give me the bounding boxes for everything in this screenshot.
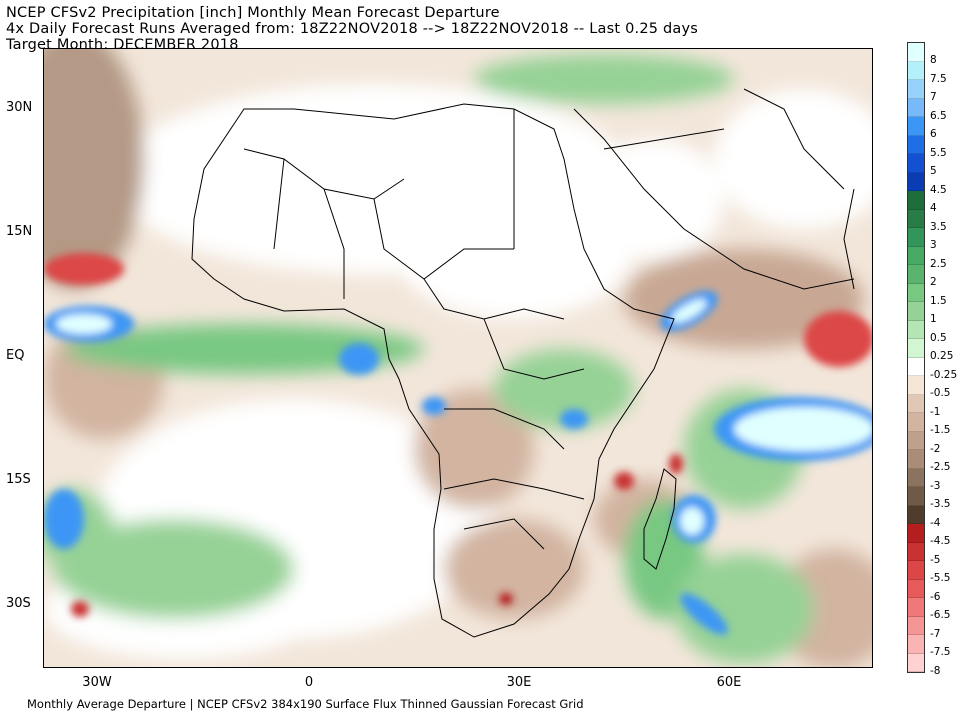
colorbar-cell	[908, 524, 924, 543]
colorbar	[907, 42, 925, 673]
colorbar-cell	[908, 246, 924, 265]
colorbar-label: 5.5	[930, 146, 947, 159]
colorbar-label: -7	[930, 627, 941, 640]
colorbar-label: -2.5	[930, 461, 951, 473]
colorbar-cell	[908, 598, 924, 617]
lon-label-30w: 30W	[82, 675, 112, 690]
colorbar-cell	[908, 394, 924, 413]
colorbar-label: 2.5	[930, 257, 947, 270]
colorbar-label: 4	[930, 202, 937, 214]
lat-label-15s: 15S	[6, 472, 31, 487]
colorbar-cell	[908, 209, 924, 228]
lat-label-15n: 15N	[6, 224, 33, 239]
colorbar-cell	[908, 98, 924, 117]
colorbar-cell	[908, 302, 924, 321]
colorbar-label: 4.5	[930, 183, 947, 196]
colorbar-cell	[908, 172, 924, 191]
departure-field-broad	[44, 49, 872, 667]
colorbar-cell	[908, 487, 924, 506]
colorbar-cell	[908, 616, 924, 635]
colorbar-label: -1.5	[930, 424, 951, 436]
departure-field-extremes	[44, 253, 872, 635]
colorbar-cell	[908, 468, 924, 487]
colorbar-cell	[908, 542, 924, 561]
colorbar-cell	[908, 339, 924, 358]
colorbar-label: -3	[930, 479, 941, 492]
colorbar-label: -1	[930, 405, 941, 418]
colorbar-cell	[908, 283, 924, 302]
lon-label-30e: 30E	[506, 675, 532, 690]
lon-label-60e: 60E	[716, 675, 742, 690]
colorbar-label: -6	[930, 590, 941, 603]
colorbar-label: 1	[930, 313, 937, 325]
colorbar-cell	[908, 135, 924, 154]
colorbar-cell	[908, 505, 924, 524]
colorbar-cell	[908, 80, 924, 99]
colorbar-cell	[908, 653, 924, 672]
colorbar-label: -3.5	[930, 498, 951, 510]
colorbar-cell	[908, 357, 924, 376]
colorbar-cell	[908, 265, 924, 284]
colorbar-cell	[908, 635, 924, 654]
colorbar-label: -0.25	[930, 368, 958, 381]
colorbar-label: -2	[930, 442, 941, 455]
colorbar-label: -5.5	[930, 572, 951, 584]
precipitation-map	[43, 48, 873, 668]
colorbar-label: -0.5	[930, 387, 951, 399]
colorbar-cell	[908, 117, 924, 136]
colorbar-label: -6.5	[930, 609, 951, 621]
colorbar-label: 3.5	[930, 220, 947, 233]
colorbar-cell	[908, 191, 924, 210]
colorbar-label: 7.5	[930, 72, 947, 85]
lon-label-0: 0	[304, 675, 314, 690]
colorbar-label: 5	[930, 165, 937, 177]
colorbar-label: 0.25	[930, 350, 954, 362]
colorbar-label: 8	[930, 54, 937, 66]
colorbar-label: 1.5	[930, 294, 947, 307]
country-borders	[191, 88, 855, 638]
colorbar-label: 3	[930, 239, 937, 251]
colorbar-cell	[908, 431, 924, 450]
colorbar-cell	[908, 561, 924, 580]
colorbar-label: -4	[930, 516, 941, 529]
colorbar-label: 6	[930, 128, 937, 140]
map-canvas	[44, 49, 872, 667]
colorbar-label: 0.5	[930, 331, 947, 344]
title-line-2: 4x Daily Forecast Runs Averaged from: 18…	[6, 21, 699, 37]
colorbar-cell	[908, 154, 924, 173]
colorbar-cell	[908, 376, 924, 395]
lat-label-eq: EQ	[6, 348, 25, 363]
colorbar-label: 7	[930, 91, 937, 103]
colorbar-cell	[908, 450, 924, 469]
colorbar-label: -5	[930, 553, 941, 566]
colorbar-label: 2	[930, 276, 937, 288]
lat-label-30s: 30S	[6, 596, 31, 611]
colorbar-cell	[908, 413, 924, 432]
colorbar-cell	[908, 228, 924, 247]
title-line-1: NCEP CFSv2 Precipitation [inch] Monthly …	[6, 5, 500, 21]
colorbar-label: -8	[930, 664, 941, 677]
lat-label-30n: 30N	[6, 100, 33, 115]
colorbar-label: -7.5	[930, 646, 951, 658]
colorbar-cell	[908, 43, 924, 62]
colorbar-label: -4.5	[930, 535, 951, 547]
footer-caption: Monthly Average Departure | NCEP CFSv2 3…	[27, 697, 584, 711]
colorbar-label: 6.5	[930, 109, 947, 122]
colorbar-cell	[908, 61, 924, 80]
colorbar-cell	[908, 579, 924, 598]
colorbar-cell	[908, 320, 924, 339]
